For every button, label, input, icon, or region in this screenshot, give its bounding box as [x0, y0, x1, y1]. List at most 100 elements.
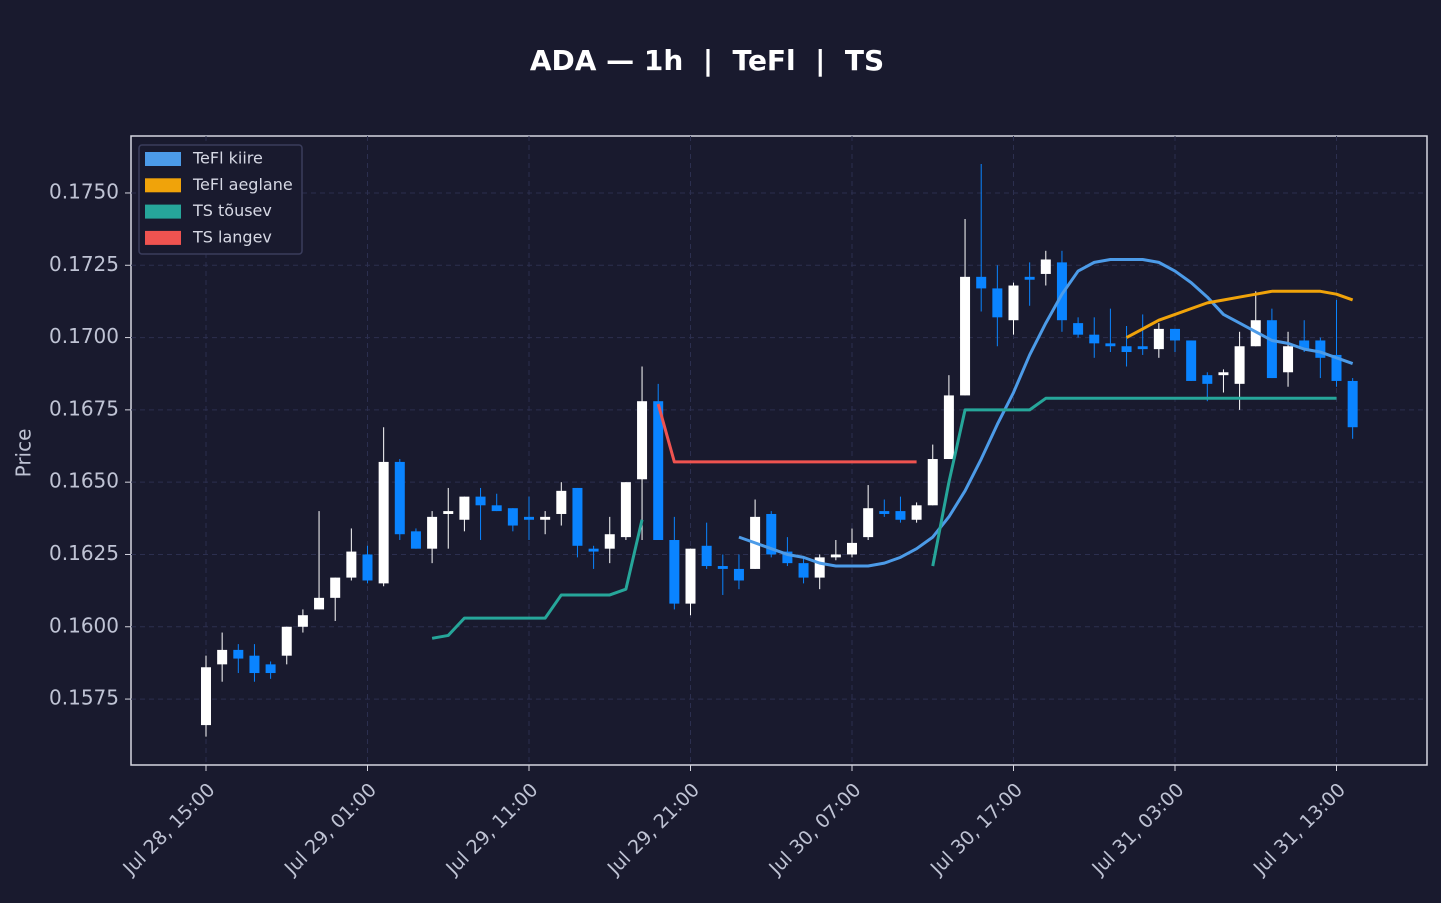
- candle-body: [443, 511, 454, 514]
- candle-body: [717, 566, 728, 569]
- legend-swatch: [145, 204, 181, 219]
- indicator-line: [656, 403, 917, 464]
- candle-body: [217, 649, 228, 665]
- candle-body: [637, 401, 648, 480]
- candle-body: [943, 395, 954, 460]
- candle-body: [1299, 340, 1310, 350]
- candle-body: [1137, 346, 1148, 350]
- candle-body: [669, 540, 680, 604]
- candle-body: [556, 490, 567, 514]
- candle-body: [249, 655, 260, 674]
- candle-body: [863, 508, 874, 538]
- y-axis-label: Price: [12, 429, 36, 478]
- candle-body: [410, 531, 421, 549]
- candle-body: [847, 542, 857, 555]
- candle-body: [491, 505, 502, 512]
- candle-body: [1040, 259, 1051, 274]
- y-tick-label: 0.1725: [49, 252, 119, 276]
- candle-body: [540, 516, 551, 520]
- candle-body: [895, 511, 906, 520]
- candle-body: [330, 577, 341, 598]
- legend-swatch: [145, 230, 181, 245]
- candle-body: [911, 505, 922, 520]
- candle-body: [233, 649, 244, 659]
- candle-body: [265, 664, 276, 674]
- candle-body: [782, 551, 793, 564]
- candle-body: [1089, 334, 1100, 344]
- candle-body: [733, 568, 744, 581]
- legend-label: TS tõusev: [192, 201, 272, 220]
- candle-body: [685, 548, 696, 604]
- candle-body: [879, 511, 890, 514]
- candle-body: [281, 626, 292, 656]
- x-tick-label: Jul 30, 07:00: [764, 779, 865, 880]
- candle-body: [1153, 328, 1164, 350]
- candle-body: [1234, 346, 1245, 384]
- legend-box: [138, 144, 303, 255]
- candle-body: [1186, 340, 1197, 381]
- candle-body: [1121, 346, 1132, 353]
- candle-body: [314, 597, 325, 610]
- y-tick-label: 0.1675: [49, 396, 119, 420]
- y-tick-label: 0.1700: [49, 324, 119, 348]
- candle-body: [524, 516, 534, 520]
- legend-label: TeFl kiire: [192, 149, 263, 168]
- candle-body: [1283, 346, 1294, 373]
- candle-body: [798, 563, 809, 578]
- candle-body: [588, 548, 599, 552]
- x-tick-label: Jul 28, 15:00: [118, 779, 219, 880]
- x-tick-label: Jul 31, 03:00: [1087, 779, 1188, 880]
- candle-body: [1347, 380, 1358, 428]
- candle-body: [927, 459, 938, 506]
- x-tick-label: Jul 31, 13:00: [1249, 779, 1350, 880]
- y-tick-label: 0.1650: [49, 469, 119, 493]
- plot-area: [130, 135, 1428, 766]
- candle-body: [1008, 285, 1019, 321]
- candle-body: [960, 276, 971, 396]
- legend-swatch: [145, 178, 181, 193]
- candle-body: [1331, 354, 1342, 381]
- candle-body: [814, 557, 825, 578]
- legend-label: TS langev: [192, 227, 272, 246]
- candle-body: [604, 534, 615, 549]
- candle-body: [1170, 328, 1180, 341]
- candle-body: [701, 545, 712, 567]
- x-tick-label: Jul 29, 11:00: [441, 779, 542, 880]
- candle-body: [346, 551, 357, 578]
- candle-body: [1266, 320, 1277, 379]
- candle-body: [1024, 276, 1035, 280]
- candle-body: [976, 276, 987, 289]
- candle-body: [1105, 343, 1116, 347]
- legend-swatch: [145, 152, 181, 166]
- candle-body: [459, 496, 470, 520]
- y-tick-label: 0.1600: [49, 613, 119, 637]
- candle-body: [620, 482, 631, 538]
- x-tick-label: Jul 29, 21:00: [603, 779, 704, 880]
- y-tick-label: 0.1750: [49, 179, 119, 203]
- candle-body: [394, 461, 405, 535]
- candle-body: [1315, 340, 1326, 358]
- x-tick-label: Jul 30, 17:00: [926, 779, 1027, 880]
- candle-body: [572, 487, 583, 546]
- candle-body: [1073, 323, 1084, 335]
- candle-body: [830, 554, 841, 558]
- chart-title: ADA — 1h | TeFl | TS: [530, 44, 884, 77]
- candle-body: [992, 288, 1003, 318]
- indicator-line: [738, 257, 1354, 568]
- indicator-line: [431, 396, 1337, 640]
- candle-body: [1202, 375, 1213, 384]
- candle-body: [297, 615, 308, 627]
- candle-body: [427, 516, 438, 549]
- candle-body: [362, 554, 373, 581]
- candle-body: [653, 401, 664, 541]
- legend-label: TeFl aeglane: [192, 175, 293, 194]
- x-tick-label: Jul 29, 01:00: [280, 779, 381, 880]
- candle-body: [201, 667, 211, 726]
- y-tick-label: 0.1625: [49, 541, 119, 565]
- candle-body: [378, 461, 389, 584]
- y-tick-label: 0.1575: [49, 686, 119, 710]
- candle-body: [507, 508, 518, 526]
- indicator-line: [1125, 289, 1354, 339]
- candle-body: [1056, 262, 1067, 321]
- candle-body: [1218, 372, 1229, 376]
